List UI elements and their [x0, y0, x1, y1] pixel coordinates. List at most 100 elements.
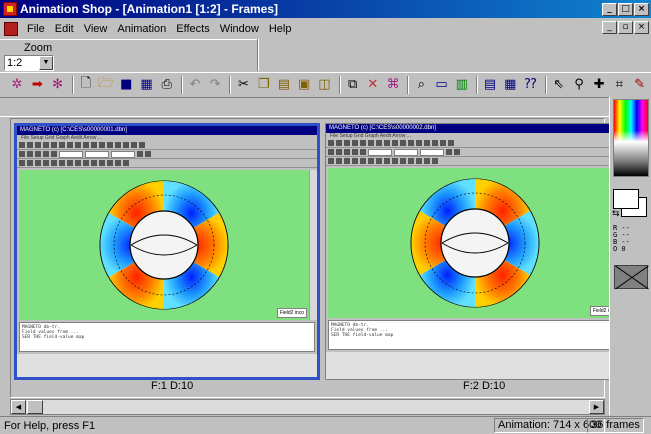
properties-icon[interactable]: ⌘ — [386, 77, 400, 92]
blue-value: B -- — [613, 238, 630, 246]
frame-properties-icon[interactable]: ▤ — [483, 77, 497, 92]
paste-frame-icon[interactable]: ▣ — [298, 77, 311, 92]
toolbar-separator — [71, 75, 74, 94]
embedded-menu: File Setup Grid Graph Aedit Arrow ... — [21, 135, 102, 141]
menu-animation[interactable]: Animation — [117, 22, 167, 35]
print-icon[interactable]: ⎙ — [161, 77, 172, 92]
document-minimize-button[interactable]: _ — [602, 21, 617, 34]
window-title: Animation Shop - [Animation1 [1:2] - Fra… — [20, 2, 279, 16]
new-icon[interactable]: 🗋 — [80, 75, 92, 91]
menu-view[interactable]: View — [83, 22, 108, 35]
frame-thumbnail-1[interactable]: MAGNETO (c) [C:\CES\s00000001.dbn] File … — [14, 123, 320, 380]
document-window-controls: _ ▫ × — [602, 21, 649, 34]
redo-icon[interactable]: ↷ — [209, 77, 221, 92]
menu-window[interactable]: Window — [219, 22, 259, 35]
document-icon[interactable] — [4, 21, 18, 36]
status-animation-size: Animation: 714 x 600 — [494, 418, 606, 433]
frame-thumbnail-2[interactable]: MAGNETO (c) [C:\CES\s00000002.dbn] File … — [325, 123, 631, 380]
toolbar-separator — [544, 75, 547, 94]
palette-icon[interactable]: ▥ — [455, 77, 468, 92]
frame-image: MAGNETO (c) [C:\CES\s00000001.dbn] File … — [17, 126, 317, 377]
scroll-thumb[interactable] — [27, 400, 43, 414]
field-plot: Field2 inco — [19, 170, 309, 320]
dropper-tool-icon[interactable]: ✎ — [634, 77, 646, 92]
console-line: Field values from ... — [22, 330, 79, 335]
chevron-down-icon[interactable]: ▼ — [39, 56, 53, 70]
zoom-value: 1:2 — [7, 57, 23, 69]
zoom-label: Zoom — [24, 42, 53, 54]
document-close-button[interactable]: × — [634, 21, 649, 34]
console-line: SER THE field-value map — [331, 333, 394, 338]
paste-icon[interactable]: ▤ — [277, 77, 291, 92]
field-plot: Field2 inco — [328, 168, 622, 318]
crop-tool-icon[interactable]: ⌗ — [615, 77, 624, 92]
horizontal-scrollbar[interactable]: ◀ ▶ — [10, 399, 605, 415]
document-restore-button[interactable]: ▫ — [618, 21, 633, 34]
menu-bar: File Edit View Animation Effects Window … — [0, 19, 651, 38]
menu-file[interactable]: File — [27, 22, 45, 35]
crop-icon[interactable]: ⌕ — [417, 77, 425, 92]
embedded-toolbar — [17, 150, 317, 159]
paste-new-icon[interactable]: ◫ — [318, 77, 331, 92]
console-line: MAGNETO db-tr. — [22, 325, 60, 330]
menu-edit[interactable]: Edit — [54, 22, 74, 35]
title-bar[interactable]: Animation Shop - [Animation1 [1:2] - Fra… — [0, 0, 651, 18]
toolbar-separator — [338, 75, 341, 94]
animation-properties-icon[interactable]: ▦ — [504, 77, 517, 92]
color-readout: R -- G -- B -- O 0 — [613, 225, 649, 255]
toolbar-separator — [407, 75, 410, 94]
motor-field-graphic — [410, 178, 540, 308]
console-line: Field values from ... — [331, 328, 388, 333]
status-frame-count: 36 frames — [587, 418, 644, 433]
embedded-menu: File Setup Grid Graph Aedit Arrow ... — [330, 133, 411, 139]
wizard-icon[interactable]: ✲ — [11, 77, 23, 92]
embedded-toolbar — [17, 141, 317, 150]
motor-field-graphic — [99, 180, 229, 310]
embedded-scrollbar — [309, 170, 317, 320]
undo-icon[interactable]: ↶ — [189, 77, 201, 92]
mover-tool-icon[interactable]: ✚ — [593, 77, 605, 92]
app-icon[interactable] — [3, 2, 17, 16]
embedded-window-title: MAGNETO (c) [C:\CES\s00000001.dbn] — [17, 126, 317, 135]
save-icon[interactable]: ■ — [120, 77, 133, 92]
banner-icon[interactable]: ➡ — [31, 77, 43, 92]
help-icon[interactable]: ⁇ — [524, 77, 537, 92]
open-icon[interactable]: 🗁 — [97, 75, 115, 91]
foreground-color-swatch[interactable] — [613, 189, 639, 209]
preview-icon[interactable]: ⧉ — [347, 77, 358, 92]
transparent-color-swatch[interactable] — [614, 265, 648, 289]
minimize-button[interactable]: _ — [602, 2, 617, 16]
embedded-window-title: MAGNETO (c) [C:\CES\s00000002.dbn] — [326, 124, 630, 133]
status-bar: For Help, press F1 Animation: 714 x 600 … — [0, 416, 651, 434]
replace-color-icon[interactable]: ▭ — [435, 77, 448, 92]
color-spectrum[interactable] — [613, 99, 649, 177]
maximize-button[interactable]: □ — [618, 2, 633, 16]
field-label: Field2 inco — [276, 308, 307, 318]
copy-icon[interactable]: ❐ — [257, 77, 270, 92]
optimize-icon[interactable]: ✻ — [52, 77, 64, 92]
zoom-tool-icon[interactable]: ⚲ — [574, 77, 584, 92]
transition-icon[interactable]: ✕ — [367, 77, 379, 92]
menu-effects[interactable]: Effects — [176, 22, 210, 35]
arrow-tool-icon[interactable]: ⇖ — [553, 77, 565, 92]
embedded-blank-area — [326, 352, 630, 379]
embedded-blank-area — [17, 354, 317, 377]
red-value: R -- — [613, 224, 630, 232]
embedded-toolbar — [326, 148, 630, 157]
green-value: G -- — [613, 231, 630, 239]
console-line: SER THE field-value map — [22, 335, 85, 340]
scroll-left-icon[interactable]: ◀ — [11, 400, 26, 414]
close-button[interactable]: × — [634, 2, 649, 16]
cut-icon[interactable]: ✂ — [238, 77, 249, 92]
swap-colors-icon[interactable]: ⇆ — [612, 209, 620, 219]
toolbar-separator — [229, 75, 232, 94]
frame-strip-header — [0, 97, 651, 117]
frame-image: MAGNETO (c) [C:\CES\s00000002.dbn] File … — [326, 124, 630, 379]
embedded-toolbar — [326, 157, 630, 166]
scroll-right-icon[interactable]: ▶ — [589, 400, 604, 414]
embedded-console: MAGNETO db-tr. Field values from ... SER… — [19, 322, 315, 352]
window-controls: _ □ × — [602, 2, 649, 16]
menu-help[interactable]: Help — [268, 22, 292, 35]
save-frames-icon[interactable]: ▦ — [140, 77, 153, 92]
zoom-select[interactable]: 1:2 ▼ — [4, 55, 54, 71]
